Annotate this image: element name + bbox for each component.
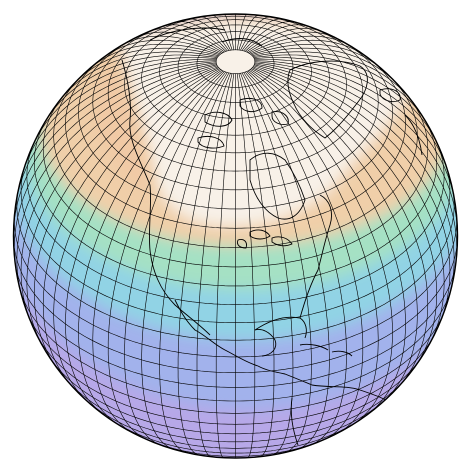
globe-map	[0, 0, 471, 470]
